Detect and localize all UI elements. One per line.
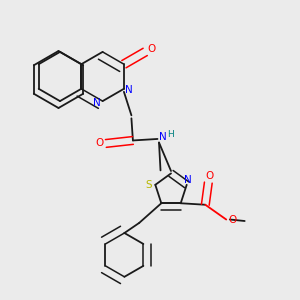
Text: N: N xyxy=(184,175,192,185)
Text: H: H xyxy=(167,130,173,139)
Text: O: O xyxy=(147,44,155,54)
Text: S: S xyxy=(146,180,152,190)
Text: O: O xyxy=(95,139,103,148)
Text: O: O xyxy=(206,171,214,181)
Text: N: N xyxy=(159,133,167,142)
Text: N: N xyxy=(125,85,133,95)
Text: N: N xyxy=(93,98,101,108)
Text: O: O xyxy=(229,215,237,225)
